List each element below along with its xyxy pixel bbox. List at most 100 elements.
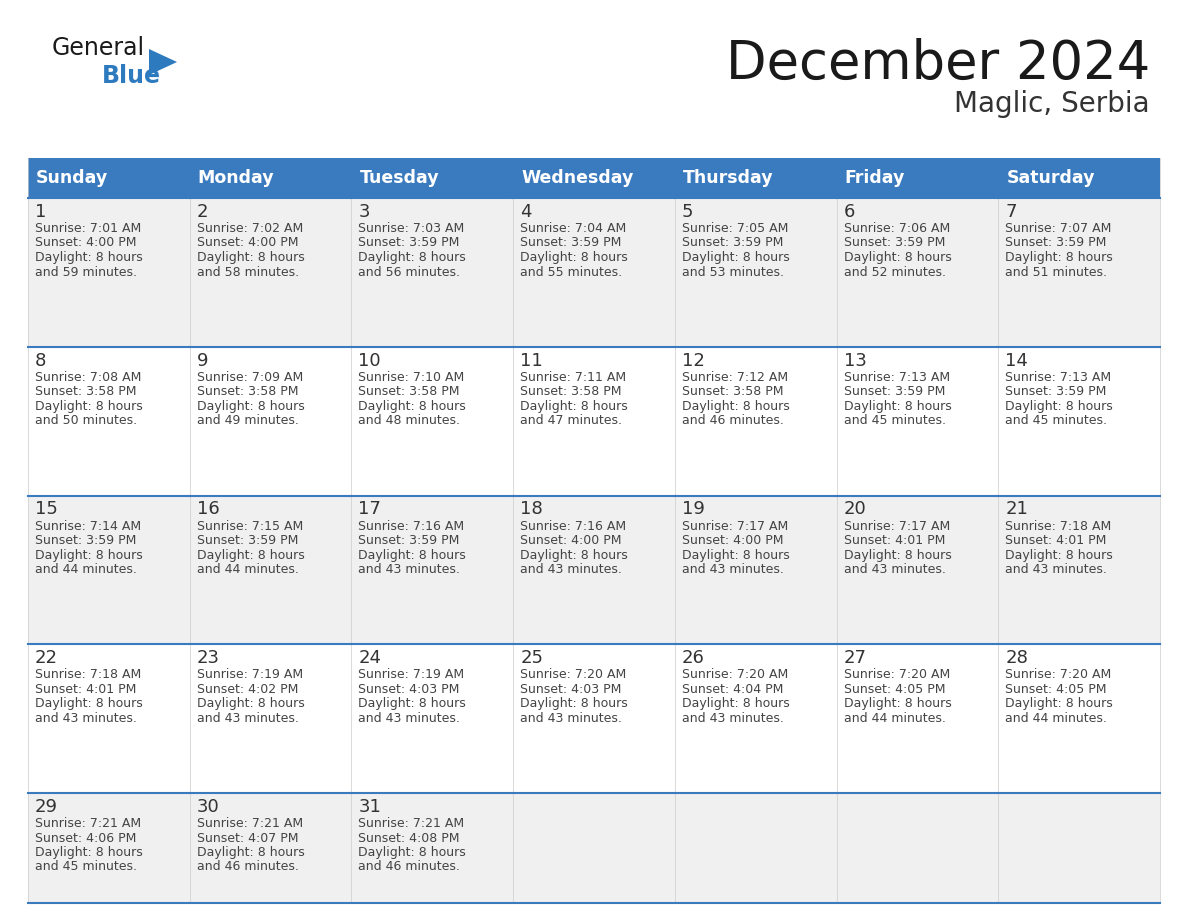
Polygon shape [675,347,836,496]
Text: Daylight: 8 hours: Daylight: 8 hours [34,548,143,562]
Text: Tuesday: Tuesday [360,169,440,187]
Text: Daylight: 8 hours: Daylight: 8 hours [34,399,143,413]
Polygon shape [29,793,190,903]
Text: Sunset: 4:01 PM: Sunset: 4:01 PM [843,534,944,547]
Text: Sunset: 3:59 PM: Sunset: 3:59 PM [1005,386,1107,398]
Text: Sunrise: 7:21 AM: Sunrise: 7:21 AM [34,817,141,830]
Text: Sunrise: 7:11 AM: Sunrise: 7:11 AM [520,371,626,384]
Text: 9: 9 [197,352,208,370]
Text: Sunrise: 7:20 AM: Sunrise: 7:20 AM [1005,668,1112,681]
Text: Sunrise: 7:08 AM: Sunrise: 7:08 AM [34,371,141,384]
Text: Sunset: 4:08 PM: Sunset: 4:08 PM [359,832,460,845]
Text: and 47 minutes.: and 47 minutes. [520,414,623,427]
Text: Sunset: 3:58 PM: Sunset: 3:58 PM [520,386,621,398]
Polygon shape [836,158,998,198]
Text: Daylight: 8 hours: Daylight: 8 hours [843,251,952,264]
Polygon shape [190,644,352,793]
Polygon shape [29,347,190,496]
Text: Daylight: 8 hours: Daylight: 8 hours [197,846,304,859]
Polygon shape [675,793,836,903]
Text: Sunrise: 7:05 AM: Sunrise: 7:05 AM [682,222,788,235]
Text: 26: 26 [682,649,704,667]
Text: 25: 25 [520,649,543,667]
Text: Daylight: 8 hours: Daylight: 8 hours [1005,698,1113,711]
Text: 23: 23 [197,649,220,667]
Polygon shape [352,158,513,198]
Text: Daylight: 8 hours: Daylight: 8 hours [682,698,790,711]
Text: and 43 minutes.: and 43 minutes. [359,711,460,724]
Text: Daylight: 8 hours: Daylight: 8 hours [843,399,952,413]
Polygon shape [190,198,352,347]
Text: and 44 minutes.: and 44 minutes. [197,563,298,576]
Text: and 43 minutes.: and 43 minutes. [1005,563,1107,576]
Text: 10: 10 [359,352,381,370]
Polygon shape [352,347,513,496]
Text: Daylight: 8 hours: Daylight: 8 hours [359,698,466,711]
Polygon shape [675,644,836,793]
Polygon shape [836,793,998,903]
Text: Sunrise: 7:19 AM: Sunrise: 7:19 AM [197,668,303,681]
Polygon shape [352,793,513,903]
Text: Daylight: 8 hours: Daylight: 8 hours [197,399,304,413]
Text: Blue: Blue [102,64,162,88]
Polygon shape [836,347,998,496]
Text: and 43 minutes.: and 43 minutes. [359,563,460,576]
Text: Sunset: 3:58 PM: Sunset: 3:58 PM [34,386,137,398]
Text: Sunset: 3:58 PM: Sunset: 3:58 PM [197,386,298,398]
Text: Friday: Friday [845,169,905,187]
Text: Daylight: 8 hours: Daylight: 8 hours [520,399,628,413]
Text: and 46 minutes.: and 46 minutes. [197,860,298,874]
Text: Sunset: 4:04 PM: Sunset: 4:04 PM [682,683,783,696]
Text: Monday: Monday [197,169,274,187]
Text: and 43 minutes.: and 43 minutes. [682,563,784,576]
Text: Sunrise: 7:02 AM: Sunrise: 7:02 AM [197,222,303,235]
Polygon shape [29,158,190,198]
Text: Sunset: 4:02 PM: Sunset: 4:02 PM [197,683,298,696]
Text: and 59 minutes.: and 59 minutes. [34,265,137,278]
Text: Sunrise: 7:03 AM: Sunrise: 7:03 AM [359,222,465,235]
Polygon shape [513,496,675,644]
Text: Sunset: 4:03 PM: Sunset: 4:03 PM [520,683,621,696]
Text: and 43 minutes.: and 43 minutes. [34,711,137,724]
Text: 31: 31 [359,798,381,816]
Text: and 44 minutes.: and 44 minutes. [1005,711,1107,724]
Text: 19: 19 [682,500,704,519]
Text: Sunrise: 7:09 AM: Sunrise: 7:09 AM [197,371,303,384]
Text: Sunset: 4:01 PM: Sunset: 4:01 PM [34,683,137,696]
Text: and 48 minutes.: and 48 minutes. [359,414,461,427]
Text: and 52 minutes.: and 52 minutes. [843,265,946,278]
Text: 29: 29 [34,798,58,816]
Text: Daylight: 8 hours: Daylight: 8 hours [34,698,143,711]
Text: Daylight: 8 hours: Daylight: 8 hours [520,251,628,264]
Text: Daylight: 8 hours: Daylight: 8 hours [197,548,304,562]
Text: General: General [52,36,145,60]
Text: Sunset: 3:59 PM: Sunset: 3:59 PM [520,237,621,250]
Text: and 43 minutes.: and 43 minutes. [197,711,298,724]
Text: Maglic, Serbia: Maglic, Serbia [954,90,1150,118]
Text: Daylight: 8 hours: Daylight: 8 hours [843,548,952,562]
Text: Daylight: 8 hours: Daylight: 8 hours [1005,399,1113,413]
Text: and 45 minutes.: and 45 minutes. [1005,414,1107,427]
Polygon shape [998,158,1159,198]
Text: 16: 16 [197,500,220,519]
Text: Daylight: 8 hours: Daylight: 8 hours [197,698,304,711]
Text: Sunrise: 7:15 AM: Sunrise: 7:15 AM [197,520,303,532]
Text: Sunrise: 7:13 AM: Sunrise: 7:13 AM [843,371,949,384]
Polygon shape [998,198,1159,347]
Text: 11: 11 [520,352,543,370]
Text: Sunrise: 7:21 AM: Sunrise: 7:21 AM [197,817,303,830]
Polygon shape [998,347,1159,496]
Polygon shape [836,198,998,347]
Text: Daylight: 8 hours: Daylight: 8 hours [520,698,628,711]
Polygon shape [148,49,177,75]
Text: Sunset: 4:05 PM: Sunset: 4:05 PM [1005,683,1107,696]
Polygon shape [836,496,998,644]
Text: Daylight: 8 hours: Daylight: 8 hours [843,698,952,711]
Text: and 43 minutes.: and 43 minutes. [682,711,784,724]
Text: and 44 minutes.: and 44 minutes. [34,563,137,576]
Text: Sunset: 4:01 PM: Sunset: 4:01 PM [1005,534,1107,547]
Text: and 43 minutes.: and 43 minutes. [843,563,946,576]
Text: 28: 28 [1005,649,1028,667]
Text: Daylight: 8 hours: Daylight: 8 hours [359,399,466,413]
Polygon shape [352,496,513,644]
